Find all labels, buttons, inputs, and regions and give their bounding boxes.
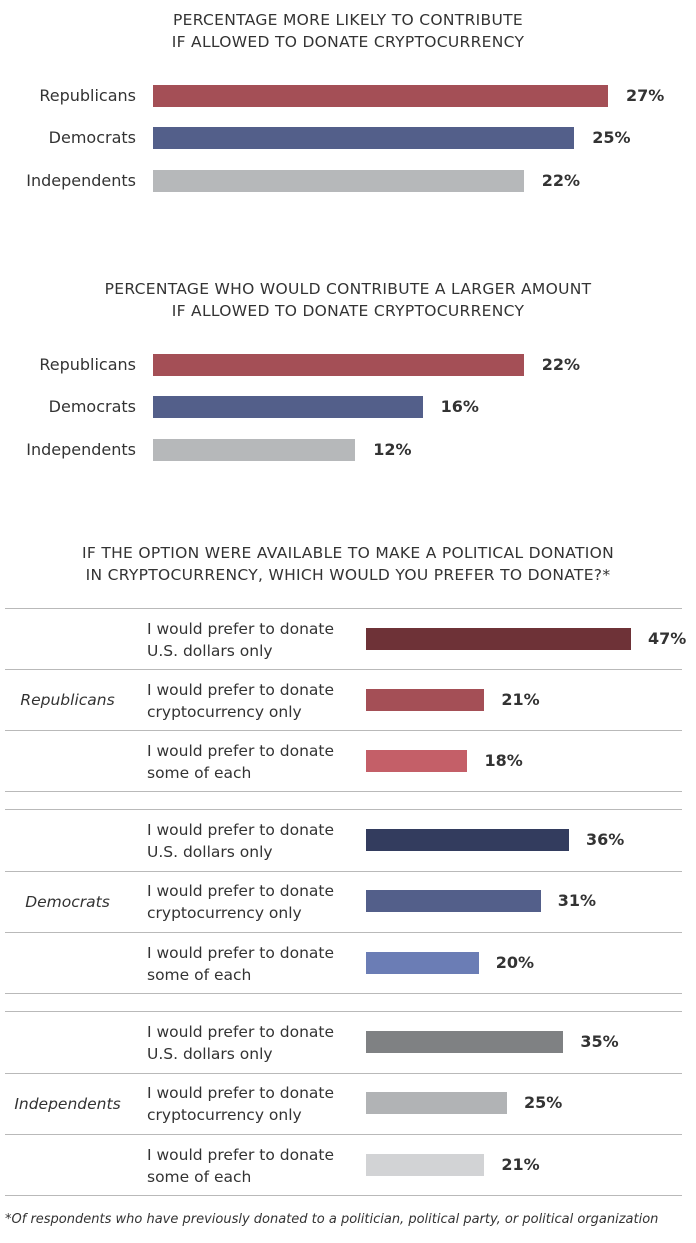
chart-title-line: IF ALLOWED TO DONATE CRYPTOCURRENCY [171,302,525,320]
bar [153,127,575,149]
option-label-line: I would prefer to donate [147,620,334,638]
option-label-line: U.S. dollars only [147,843,273,861]
option-label-line: some of each [147,764,252,782]
value-label: 20% [495,953,535,972]
bar [366,1154,485,1176]
bar [366,952,479,974]
option-label-line: I would prefer to donate [147,681,334,699]
bar [366,1031,564,1053]
group-label: Independents [14,1095,121,1113]
divider [5,871,682,872]
option-label-line: I would prefer to donate [147,1146,334,1164]
divider [5,932,682,933]
chart-title: PERCENTAGE WHO WOULD CONTRIBUTE A LARGER… [0,278,696,322]
value-label: 31% [557,891,597,910]
bar [153,170,524,192]
chart-title-line: PERCENTAGE WHO WOULD CONTRIBUTE A LARGER… [104,280,592,298]
bar [366,829,569,851]
option-label: I would prefer to donate cryptocurrency o… [147,679,357,723]
divider [5,993,682,994]
chart-title: PERCENTAGE MORE LIKELY TO CONTRIBUTE IF A… [0,9,696,53]
category-label: Independents [26,440,136,459]
bar [153,396,423,418]
option-label-line: I would prefer to donate [147,882,334,900]
option-label-line: some of each [147,1168,252,1186]
chart-title: IF THE OPTION WERE AVAILABLE TO MAKE A P… [0,542,696,586]
value-label: 22% [541,171,581,190]
option-label: I would prefer to donate some of each [147,942,357,986]
option-label: I would prefer to donate cryptocurrency o… [147,1082,357,1126]
option-label-line: cryptocurrency only [147,1106,302,1124]
option-label-line: I would prefer to donate [147,821,334,839]
divider [5,1011,682,1012]
option-label: I would prefer to donate some of each [147,740,357,784]
option-label-line: cryptocurrency only [147,904,302,922]
bar [366,890,541,912]
value-label: 21% [501,1155,540,1174]
option-label-line: some of each [147,966,252,984]
option-label-line: I would prefer to donate [147,944,334,962]
bar [366,628,631,650]
option-label-line: I would prefer to donate [147,742,334,760]
category-label: Independents [26,171,136,190]
divider [5,1195,682,1196]
bar [153,85,608,107]
chart-title-line: PERCENTAGE MORE LIKELY TO CONTRIBUTE [173,11,523,29]
divider [5,608,682,609]
category-label: Democrats [48,128,136,147]
bar [366,750,468,772]
category-label: Democrats [48,397,136,416]
category-label: Republicans [39,355,136,374]
option-label: I would prefer to donate cryptocurrency o… [147,880,357,924]
option-label: I would prefer to donate U.S. dollars onl… [147,819,357,863]
value-label: 16% [440,397,479,416]
group-label: Republicans [20,691,115,709]
option-label-line: I would prefer to donate [147,1023,334,1041]
divider [5,669,682,670]
bar [153,354,524,376]
category-label: Republicans [39,86,136,105]
value-label: 22% [541,355,581,374]
bar [366,689,485,711]
value-label: 27% [626,86,665,105]
option-label: I would prefer to donate some of each [147,1144,357,1188]
option-label-line: I would prefer to donate [147,1084,334,1102]
divider [5,730,682,731]
chart-title-line: IF ALLOWED TO DONATE CRYPTOCURRENCY [171,33,525,51]
option-label-line: cryptocurrency only [147,703,302,721]
divider [5,791,682,792]
divider [5,1073,682,1074]
option-label-line: U.S. dollars only [147,642,273,660]
group-label: Democrats [25,893,110,911]
value-label: 12% [373,440,412,459]
chart-title-line: IN CRYPTOCURRENCY, WHICH WOULD YOU PREFE… [85,566,611,584]
divider [5,1134,682,1135]
value-label: 21% [501,690,540,709]
option-label: I would prefer to donate U.S. dollars onl… [147,618,357,662]
footnote: *Of respondents who have previously dona… [5,1212,659,1227]
chart-title-line: IF THE OPTION WERE AVAILABLE TO MAKE A P… [82,544,614,562]
divider [5,809,682,810]
option-label: I would prefer to donate U.S. dollars onl… [147,1021,357,1065]
value-label: 25% [523,1093,563,1112]
value-label: 36% [585,830,625,849]
bar [366,1092,507,1114]
option-label-line: U.S. dollars only [147,1045,273,1063]
value-label: 18% [484,751,523,770]
value-label: 35% [580,1032,619,1051]
value-label: 47% [648,629,687,648]
value-label: 25% [592,128,631,147]
bar [153,439,356,461]
